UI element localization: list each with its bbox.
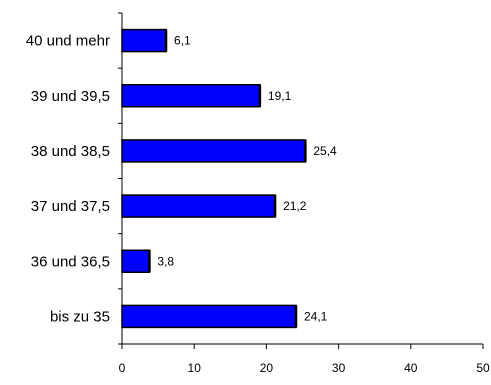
x-tick-label: 0 [119,361,126,375]
category-label: 38 und 38,5 [31,143,110,160]
bars [121,28,307,329]
x-tick-label: 10 [188,361,202,375]
category-label: 36 und 36,5 [31,253,110,270]
labels: 24,1 bis zu 35 3,8 36 und 36,5 21,2 37 und 37… [26,33,490,375]
category-label: 37 und 37,5 [31,198,110,215]
x-tick-label: 40 [404,361,418,375]
bar-5 [121,84,261,108]
value-label: 21,2 [283,199,307,213]
value-label: 6,1 [174,34,191,48]
value-label: 19,1 [268,89,292,103]
bar-6 [121,28,167,53]
bar-4 [121,139,307,163]
bar-2 [121,249,151,273]
value-label: 3,8 [157,254,174,268]
x-tick-label: 50 [476,361,490,375]
category-label: 39 und 39,5 [31,88,110,105]
axes [118,12,484,349]
x-tick-label: 20 [260,361,274,375]
category-label: 40 und mehr [26,33,110,50]
bar-1 [121,304,297,329]
value-label: 25,4 [313,144,337,158]
bar-3 [121,194,276,218]
category-label: bis zu 35 [50,308,110,325]
value-label: 24,1 [304,309,328,323]
x-tick-label: 30 [332,361,346,375]
